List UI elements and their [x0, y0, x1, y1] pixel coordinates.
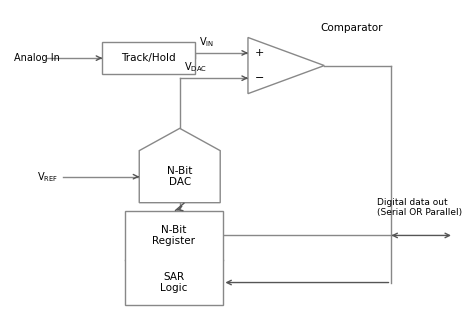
- Text: $\mathregular{V_{DAC}}$: $\mathregular{V_{DAC}}$: [184, 60, 207, 74]
- Text: N-Bit
DAC: N-Bit DAC: [167, 166, 192, 187]
- Text: +: +: [255, 48, 264, 58]
- Text: Track/Hold: Track/Hold: [121, 53, 176, 63]
- Text: Analog In: Analog In: [14, 53, 60, 63]
- Text: SAR
Logic: SAR Logic: [160, 272, 188, 293]
- Text: N-Bit
Register: N-Bit Register: [153, 225, 195, 246]
- Polygon shape: [139, 128, 220, 203]
- Bar: [102, 42, 195, 74]
- Polygon shape: [248, 38, 324, 94]
- Text: $\mathregular{V_{REF}}$: $\mathregular{V_{REF}}$: [37, 170, 58, 183]
- Text: −: −: [255, 73, 264, 83]
- Text: Digital data out
(Serial OR Parallel): Digital data out (Serial OR Parallel): [376, 198, 462, 217]
- Text: Comparator: Comparator: [321, 23, 383, 33]
- Text: $\mathregular{V_{IN}}$: $\mathregular{V_{IN}}$: [200, 35, 215, 49]
- Bar: [125, 211, 222, 305]
